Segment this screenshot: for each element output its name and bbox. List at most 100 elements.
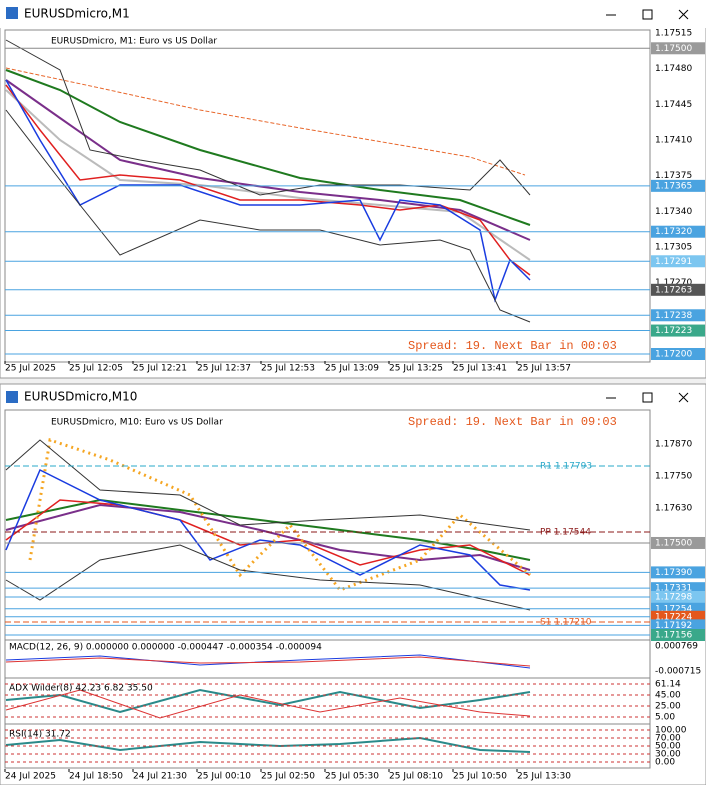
- time-label: 25 Jul 02:50: [261, 772, 315, 782]
- time-label: 24 Jul 2025: [5, 772, 56, 782]
- price-label: 1.17192: [655, 621, 692, 631]
- time-label: 25 Jul 10:50: [453, 772, 507, 782]
- price-label: 1.17365: [655, 181, 692, 191]
- window-title: EURUSDmicro,M10: [24, 390, 137, 404]
- time-label: 25 Jul 12:37: [197, 364, 251, 374]
- spread-info: Spread: 19. Next Bar in 00:03: [408, 339, 617, 353]
- plot-area: [4, 29, 651, 363]
- app-icon: [6, 7, 18, 19]
- rsi-axis-label: 0.00: [655, 758, 675, 768]
- price-label: 1.17223: [655, 326, 692, 336]
- price-label: 1.17224: [655, 612, 692, 622]
- price-label: 1.17500: [655, 44, 692, 54]
- price-label: 1.17750: [655, 472, 692, 482]
- pivot-label: PP 1.17544: [540, 528, 591, 538]
- price-label: 1.17390: [655, 568, 692, 578]
- rsi-label: RSI(14) 31.72: [9, 730, 71, 740]
- price-box: [651, 566, 705, 579]
- price-box: [651, 225, 705, 238]
- adx-axis-label: 5.00: [655, 713, 675, 723]
- price-label: 1.17298: [655, 593, 692, 603]
- app-icon: [6, 391, 18, 403]
- price-label: 1.17305: [655, 243, 692, 253]
- time-label: 25 Jul 13:41: [453, 364, 507, 374]
- price-label: 1.17291: [655, 257, 692, 267]
- price-box: [651, 324, 705, 337]
- macd-axis-label: 0.000769: [655, 642, 698, 652]
- time-label: 25 Jul 13:09: [325, 364, 379, 374]
- time-label: 24 Jul 21:30: [133, 772, 187, 782]
- maximize-button[interactable]: [642, 392, 653, 403]
- price-box: [651, 255, 705, 268]
- price-label: 1.17445: [655, 100, 692, 110]
- price-box: [651, 179, 705, 192]
- di-line: [5, 689, 531, 719]
- rsi-axis-label: 100.00: [655, 726, 687, 736]
- price-box: [651, 283, 705, 296]
- rsi-pane: [4, 723, 651, 769]
- price-box: [651, 309, 705, 322]
- price-label: 1.17156: [655, 631, 692, 641]
- rsi-axis-label: 30.00: [655, 750, 681, 760]
- bollinger-band: [5, 439, 531, 531]
- bollinger-band: [5, 109, 531, 323]
- time-label: 25 Jul 12:53: [261, 364, 315, 374]
- bollinger-band: [5, 544, 531, 611]
- macd-label: MACD(12, 26, 9) 0.000000 0.000000 -0.000…: [9, 643, 322, 653]
- price-label: 1.17410: [655, 136, 692, 146]
- chart-header: EURUSDmicro, M10: Euro vs US Dollar: [51, 418, 223, 428]
- close-button[interactable]: [678, 9, 689, 20]
- price-label: 1.17500: [655, 538, 692, 548]
- price-box: [651, 42, 705, 55]
- time-label: 24 Jul 18:50: [69, 772, 123, 782]
- adx-axis-label: 25.00: [655, 702, 681, 712]
- rsi-line: [5, 736, 531, 753]
- ma-line: [5, 498, 531, 561]
- price-label: 1.17270: [655, 278, 692, 288]
- window-title: EURUSDmicro,M1: [24, 7, 130, 21]
- price-label: 1.17320: [655, 227, 692, 237]
- price-label: 1.17375: [655, 171, 692, 181]
- time-label: 25 Jul 2025: [5, 364, 56, 374]
- time-label: 25 Jul 13:30: [517, 772, 571, 782]
- adx-line: [5, 688, 531, 714]
- time-label: 25 Jul 13:25: [389, 364, 443, 374]
- adx-axis-label: 61.14: [655, 680, 681, 690]
- plot-area: [4, 409, 651, 641]
- ma-line: [5, 79, 531, 303]
- chart-header: EURUSDmicro, M1: Euro vs US Dollar: [51, 37, 217, 47]
- rsi-axis-label: 50.00: [655, 742, 681, 752]
- price-label: 1.17630: [655, 504, 692, 514]
- time-label: 25 Jul 00:10: [197, 772, 251, 782]
- spread-info: Spread: 19. Next Bar in 09:03: [408, 415, 617, 429]
- price-label: 1.17263: [655, 285, 692, 295]
- time-label: 25 Jul 12:21: [133, 364, 187, 374]
- price-label: 1.17200: [655, 350, 692, 360]
- price-box: [651, 591, 705, 604]
- close-button[interactable]: [678, 392, 689, 403]
- title-bar: [0, 0, 706, 28]
- ma-line: [5, 89, 531, 261]
- adx-axis-label: 45.00: [655, 691, 681, 701]
- ma-line: [5, 67, 526, 176]
- price-label: 1.17340: [655, 207, 692, 217]
- price-box: [651, 629, 705, 641]
- price-label: 1.17480: [655, 64, 692, 74]
- price-box: [651, 348, 705, 360]
- price-box: [651, 536, 705, 549]
- rsi-axis-label: 70.00: [655, 734, 681, 744]
- price-label: 1.17238: [655, 311, 692, 321]
- macd-signal: [5, 656, 531, 667]
- adx-label: ADX Wilder(8) 42.23 6.82 35.50: [9, 684, 153, 694]
- price-label: 1.17254: [655, 604, 692, 614]
- time-label: 25 Jul 05:30: [325, 772, 379, 782]
- time-label: 25 Jul 13:57: [517, 364, 571, 374]
- bollinger-band: [5, 39, 531, 196]
- price-label: 1.17331: [655, 584, 692, 594]
- time-label: 25 Jul 08:10: [389, 772, 443, 782]
- time-label: 25 Jul 12:05: [69, 364, 123, 374]
- maximize-button[interactable]: [642, 9, 653, 20]
- pivot-label: R1 1.17793: [540, 462, 592, 472]
- ma-line: [5, 84, 531, 276]
